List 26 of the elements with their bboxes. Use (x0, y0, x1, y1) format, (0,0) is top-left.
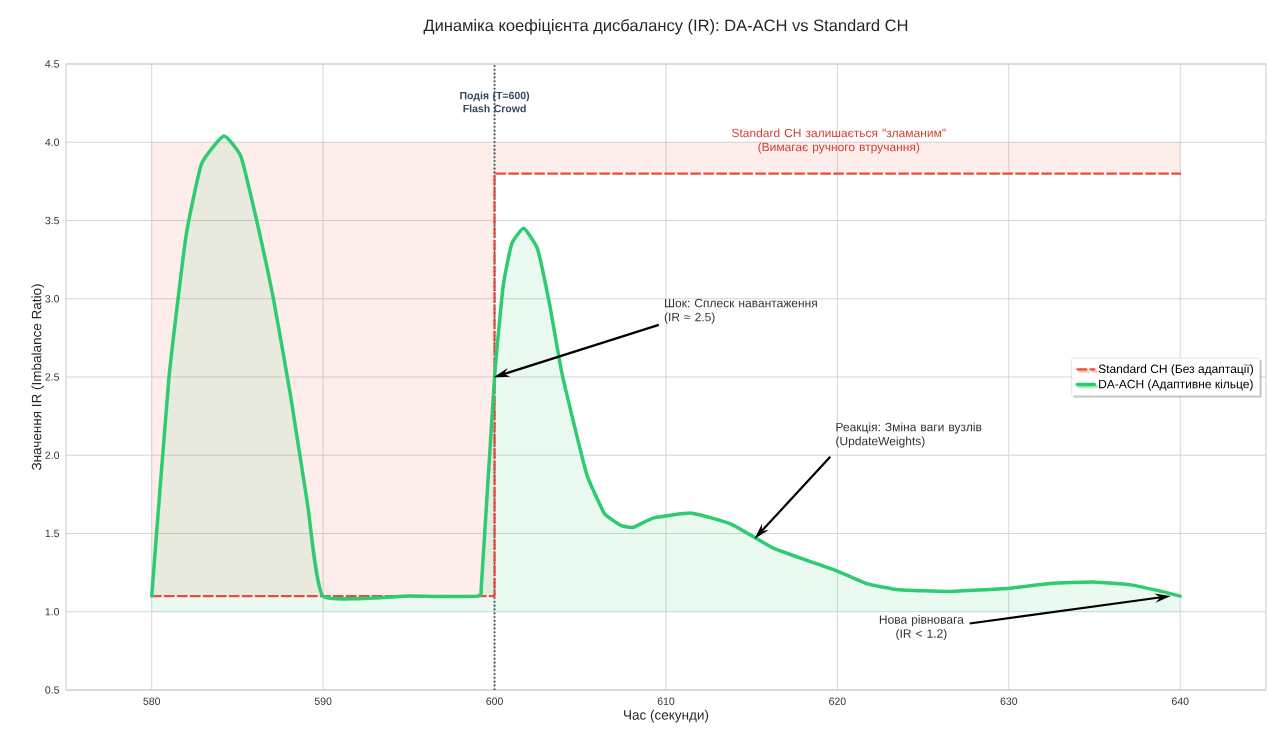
x-tick-label: 580 (143, 697, 161, 705)
x-tick-label: 590 (314, 697, 332, 705)
x-tick-label: 620 (829, 697, 846, 705)
x-tick-label: 600 (486, 697, 503, 705)
annotation: Реакція: Зміна ваги вузлів (UpdateWeights) (836, 422, 982, 448)
y-tick-label: 4.0 (45, 138, 60, 146)
y-tick-label: 1.0 (45, 608, 60, 616)
ref-line-label: Подія (T=600) Flash Crowd (460, 91, 530, 113)
y-tick-label: 2.0 (45, 451, 60, 459)
y-tick-label: 4.5 (45, 60, 60, 68)
y-tick-label: 0.5 (45, 686, 60, 694)
y-tick-label: 3.5 (45, 216, 60, 225)
x-tick-label: 610 (657, 697, 675, 705)
legend-label: Standard CH (Без адаптації) (1098, 364, 1253, 376)
x-axis-title: Час (секунди) (624, 709, 709, 723)
y-tick-label: 1.5 (45, 529, 60, 538)
y-tick-label: 2.5 (45, 373, 60, 381)
legend-label: DA-ACH (Адаптивне кільце) (1099, 379, 1253, 391)
y-tick-label: 3.0 (45, 295, 60, 303)
chart-title: Динаміка коефіцієнта дисбалансу (IR): DA-ACH vs Standard CH (423, 18, 908, 35)
x-tick-label: 630 (1000, 697, 1018, 705)
annotation: Standard CH залишається "зламаним" (Вимагає ручного втручання) (731, 128, 946, 154)
annotation: Шок: Сплеск навантаження (IR ≈ 2.5) (664, 298, 817, 324)
x-tick-label: 640 (1172, 697, 1189, 705)
y-axis-title: Значення IR (Imbalance Ratio) (31, 284, 45, 471)
annotation: Нова рівновага (IR < 1.2) (879, 614, 964, 641)
